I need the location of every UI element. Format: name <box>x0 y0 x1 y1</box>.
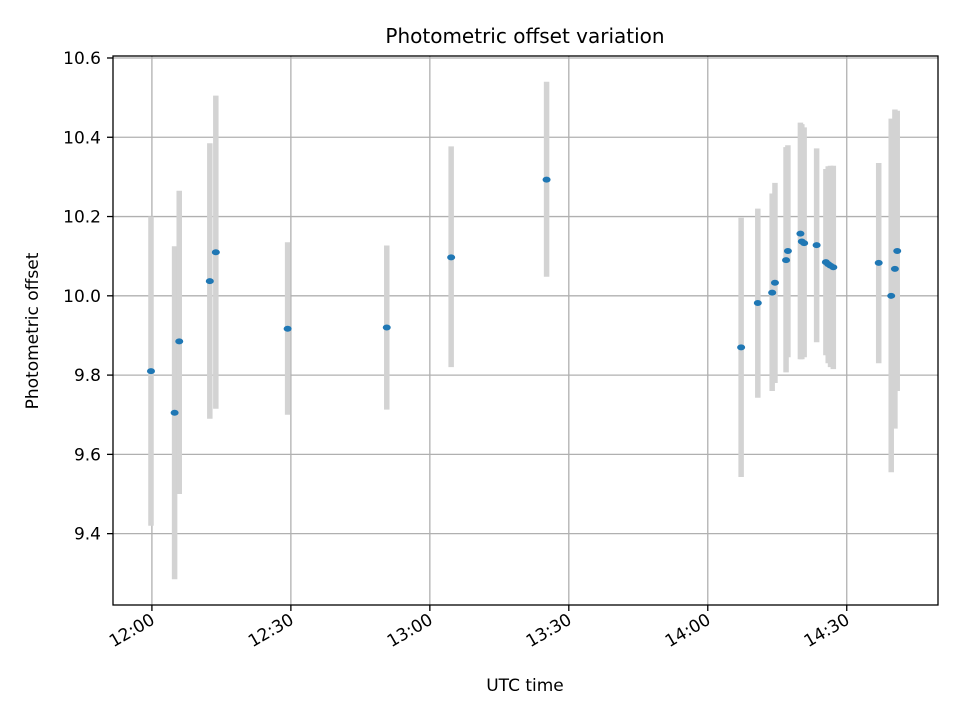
data-point <box>175 338 184 345</box>
data-point <box>211 249 220 256</box>
data-point <box>770 279 779 286</box>
data-point <box>768 289 777 296</box>
data-point <box>800 240 809 247</box>
x-axis-label: UTC time <box>486 676 564 696</box>
data-point <box>447 254 456 261</box>
data-point <box>874 259 883 266</box>
y-axis-label: Photometric offset <box>23 252 43 409</box>
data-point <box>170 409 179 416</box>
data-points <box>146 176 902 416</box>
data-point <box>887 292 896 299</box>
y-axis-ticks: 9.4 9.6 9.8 10.0 10.2 10.4 10.6 <box>63 49 113 545</box>
y-tick-label: 10.4 <box>63 128 101 148</box>
data-point <box>753 299 762 306</box>
data-point <box>782 257 791 264</box>
data-point <box>146 368 155 375</box>
data-point <box>890 265 899 272</box>
y-tick-label: 9.4 <box>74 525 101 545</box>
x-axis-ticks: 12:00 12:30 13:00 13:30 14:00 14:30 <box>106 605 853 652</box>
data-point <box>783 248 792 255</box>
data-point <box>812 242 821 249</box>
y-tick-label: 10.2 <box>63 208 101 228</box>
y-tick-label: 10.0 <box>63 287 101 307</box>
data-point <box>893 248 902 255</box>
data-point <box>796 230 805 237</box>
data-point <box>382 324 391 331</box>
y-tick-label: 9.6 <box>74 445 101 465</box>
data-point <box>829 264 838 271</box>
y-tick-label: 9.8 <box>74 366 101 386</box>
data-point <box>205 278 214 285</box>
y-tick-label: 10.6 <box>63 49 101 69</box>
data-point <box>542 176 551 183</box>
plot-frame <box>112 55 939 606</box>
chart-title: Photometric offset variation <box>385 24 664 48</box>
data-point <box>737 344 746 351</box>
data-point <box>283 325 292 332</box>
